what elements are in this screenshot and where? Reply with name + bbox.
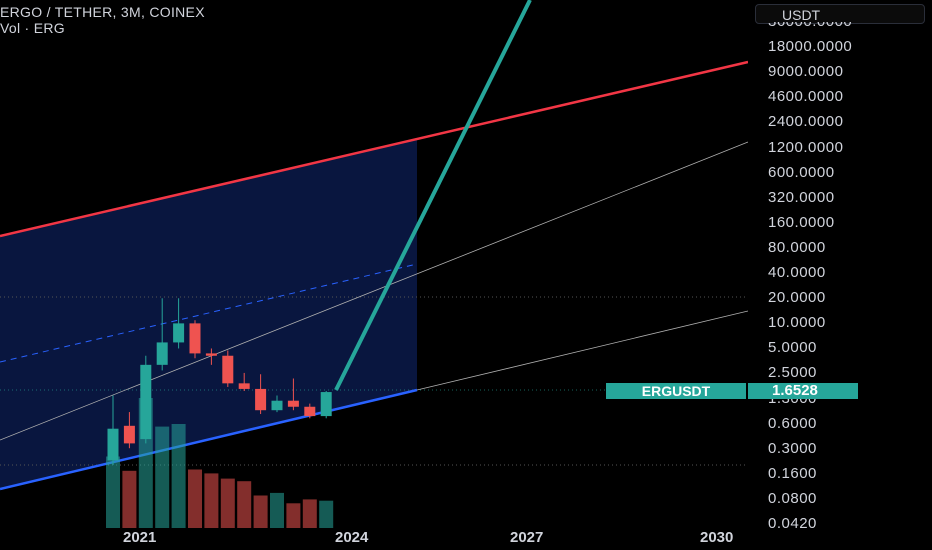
price-tick: 160.0000 <box>768 213 835 231</box>
volume-bar <box>188 469 202 528</box>
candle-body <box>320 392 332 417</box>
price-tick: 36000.0000 <box>768 13 853 30</box>
price-tick: 0.1600 <box>768 464 817 482</box>
price-tick: 18000.0000 <box>768 38 853 56</box>
upper-trend-line <box>0 60 749 238</box>
symbol-title[interactable]: ERGO / TETHER, 3M, COINEX <box>0 4 205 20</box>
candle-body <box>107 428 119 461</box>
candle-body <box>271 400 283 411</box>
candle-body <box>156 342 168 365</box>
trend-line-lower <box>416 310 749 391</box>
candle-body <box>304 406 316 417</box>
candle-body <box>189 323 201 354</box>
currency-selector[interactable]: USDT <box>755 4 925 24</box>
price-axis[interactable] <box>748 0 932 550</box>
candle-body <box>238 383 250 389</box>
lower-trend-line <box>0 388 418 491</box>
volume-legend[interactable]: Vol · ERG <box>0 20 65 36</box>
volume-bar <box>155 426 170 528</box>
volume-bar <box>220 478 235 528</box>
price-tick: 1200.0000 <box>768 138 844 156</box>
price-tick: 5.0000 <box>768 339 817 357</box>
candle-body <box>255 388 267 411</box>
last-price-value: 1.6528 <box>748 383 858 399</box>
volume-bars <box>106 398 334 528</box>
price-tick: 0.3000 <box>768 439 817 457</box>
price-tick: 0.6000 <box>768 414 817 432</box>
candle-body <box>173 323 185 343</box>
volume-bar <box>302 499 317 528</box>
candle-body <box>222 355 234 384</box>
candles <box>107 298 332 466</box>
volume-bar <box>286 503 301 528</box>
price-tick: 4600.0000 <box>768 88 844 106</box>
price-tick: 20.0000 <box>768 289 826 307</box>
price-tick: 0.0420 <box>768 515 817 532</box>
volume-bar <box>270 492 284 528</box>
volume-bar <box>122 470 137 528</box>
trend-line-mid <box>0 141 749 441</box>
candle-body <box>140 364 152 440</box>
time-tick: 2024 <box>335 529 369 546</box>
candle-body <box>123 425 135 444</box>
price-tick: 10.0000 <box>768 314 826 332</box>
time-tick: 2021 <box>123 529 157 546</box>
time-tick: 2027 <box>510 529 544 546</box>
price-tick: 80.0000 <box>768 238 826 256</box>
candle-body <box>205 353 217 356</box>
channel-center-line <box>0 263 418 363</box>
price-tick: 2.5000 <box>768 364 817 382</box>
volume-bar <box>204 473 219 528</box>
chart-legend: ERGO / TETHER, 3M, COINEX Vol · ERG <box>0 4 205 36</box>
price-tick: 2400.0000 <box>768 113 844 131</box>
candle-body <box>287 400 299 407</box>
volume-bar <box>253 495 268 528</box>
volume-bar <box>106 456 120 528</box>
price-tick: 600.0000 <box>768 163 835 181</box>
time-tick: 2030 <box>700 529 734 546</box>
last-price-symbol: ERGUSDT <box>606 383 746 399</box>
price-tick: 9000.0000 <box>768 63 844 81</box>
volume-bar <box>237 481 252 528</box>
volume-bar <box>319 500 334 528</box>
projection-line <box>334 0 532 391</box>
volume-bar <box>171 424 186 528</box>
price-tick: 0.0800 <box>768 489 817 507</box>
price-tick: 320.0000 <box>768 188 835 206</box>
price-tick: 40.0000 <box>768 264 826 281</box>
